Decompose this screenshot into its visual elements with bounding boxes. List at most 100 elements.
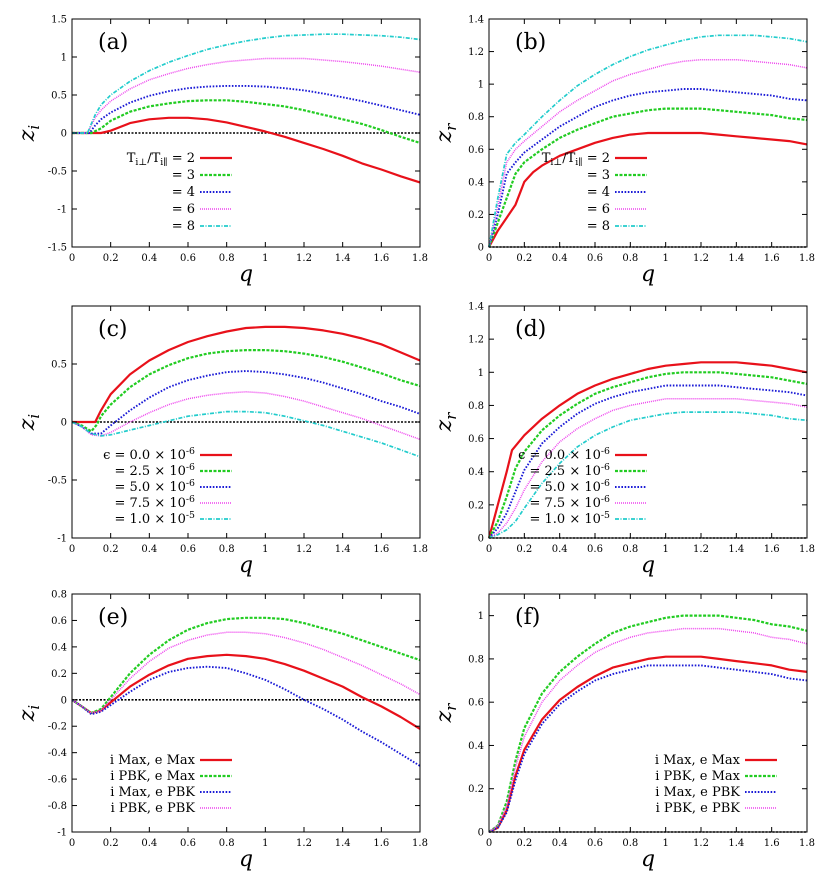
legend-label: i PBK, e PBK [111,801,196,816]
x-tick-label: 0.8 [622,544,638,555]
y-tick-label: 0 [478,243,484,254]
x-tick-label: 0.4 [552,253,568,264]
x-axis-label: q [239,847,253,871]
x-tick-label: 0.6 [180,544,196,555]
series-line-3 [71,665,421,767]
x-tick-label: 0.4 [141,253,157,264]
series-line-3 [71,370,421,435]
y-tick-label: 0 [61,129,67,140]
plot-frame [488,18,808,248]
x-tick-label: 0.2 [516,544,532,555]
y-tick-label: 0.4 [51,642,67,653]
panel-c: 0 0.2 0.4 0.6 0.8 1 1.2 1.4 1.6 1.8 -1 -0.5 0 0.5 q zi (… [15,305,428,578]
y-tick-label: 0 [478,828,484,839]
legend-label: = 8 [587,219,610,234]
x-axis-label: q [239,553,253,578]
y-tick-label: 1.2 [468,47,484,58]
legend-label: = 7.5 × 10-6 [529,494,610,511]
series-line-3 [488,664,808,833]
y-tick-label: 0.4 [468,741,484,752]
y-axis-label: zr [432,123,460,144]
x-axis-label: q [239,262,253,287]
x-tick-label: 1.2 [296,544,312,555]
series-line-4 [488,58,808,248]
series-line-2 [487,107,808,248]
x-tick-label: 1.4 [335,544,351,555]
y-tick-label: -1 [57,534,67,545]
series-line-3 [488,384,808,539]
legend-label: = 1.0 × 10-5 [529,510,610,527]
x-tick-label: 0.6 [587,253,603,264]
y-tick-label: 0.6 [51,616,67,627]
x-tick-label: 0 [69,838,75,849]
series-line-5 [71,410,421,458]
legend-label: i Max, e Max [655,753,741,768]
series-line-5 [488,34,808,248]
legend-label: = 2.5 × 10-6 [114,462,195,479]
y-tick-label: 0.8 [51,590,67,601]
panel-d: 0 0.2 0.4 0.6 0.8 1 1.2 1.4 1.6 1.8 0 0.2 0.4 0.6 0.8 1… [432,302,815,579]
series-line-2 [72,99,421,144]
legend-label: = 8 [172,219,195,234]
plot-frame [488,593,808,833]
x-tick-label: 1 [262,544,268,555]
y-tick-label: 0.6 [468,698,484,709]
x-tick-label: 0.8 [219,544,235,555]
x-tick-label: 1.8 [799,544,815,555]
x-tick-label: 1.8 [799,253,815,264]
y-tick-label: -0.2 [48,722,67,733]
x-tick-label: 1.6 [373,838,389,849]
y-tick-label: -1 [57,828,67,839]
x-tick-label: 1.2 [296,838,312,849]
x-tick-label: 1.8 [412,544,428,555]
x-tick-label: 1.4 [728,544,744,555]
x-tick-label: 1 [662,253,668,264]
series-line-3 [72,84,421,134]
x-tick-label: 0.2 [103,544,119,555]
x-tick-label: 1.6 [764,838,780,849]
y-axis-label: zi [15,414,43,432]
panel-f: 0 0.2 0.4 0.6 0.8 1 1.2 1.4 1.6 1.8 0 0.2 0.4 0.6 0.8 1… [432,593,815,871]
x-axis-label: q [641,553,655,578]
x-tick-label: 0.8 [219,838,235,849]
x-tick-label: 1.6 [764,544,780,555]
legend-label: i Max, e PBK [655,785,740,800]
y-tick-label: 1 [478,611,484,622]
x-tick-label: 0.8 [622,253,638,264]
x-tick-label: 0.4 [552,544,568,555]
x-tick-label: 0 [486,544,492,555]
x-tick-label: 0 [69,253,75,264]
x-tick-label: 1.4 [335,253,351,264]
panel-e: 0 0.2 0.4 0.6 0.8 1 1.2 1.4 1.6 1.8 -1 -0.8 -0.6 -0.4… [15,590,428,871]
y-tick-label: 0.2 [468,500,484,511]
x-tick-label: 1.4 [728,253,744,264]
x-axis-label: q [641,262,655,287]
x-tick-label: 1 [262,838,268,849]
x-tick-label: 1.4 [335,838,351,849]
x-tick-label: 0.6 [180,253,196,264]
series-line-2 [488,614,808,833]
y-tick-label: 0.8 [468,654,484,665]
x-axis-label: q [641,847,655,871]
series-line-5 [488,411,808,539]
x-tick-label: 0.4 [552,838,568,849]
series-line-1 [72,325,421,424]
series-line-3 [488,88,808,248]
series-line-4 [72,57,421,134]
x-tick-label: 0.6 [587,838,603,849]
y-axis-label: zr [432,412,460,433]
x-tick-label: 1 [662,544,668,555]
series-line-4 [488,627,808,833]
panel-label: (d) [515,317,546,342]
y-tick-label: 1 [61,53,67,64]
series-line-2 [71,616,421,715]
legend-label: = 6 [172,202,195,217]
y-tick-label: 1 [478,368,484,379]
plot-frame [71,593,421,833]
series-line-5 [72,33,421,134]
legend-label: i PBK, e Max [110,769,195,784]
series-line-2 [488,371,808,539]
y-tick-label: -0.6 [48,775,67,786]
x-tick-label: 1.2 [693,253,709,264]
legend-label: = 6 [587,202,610,217]
